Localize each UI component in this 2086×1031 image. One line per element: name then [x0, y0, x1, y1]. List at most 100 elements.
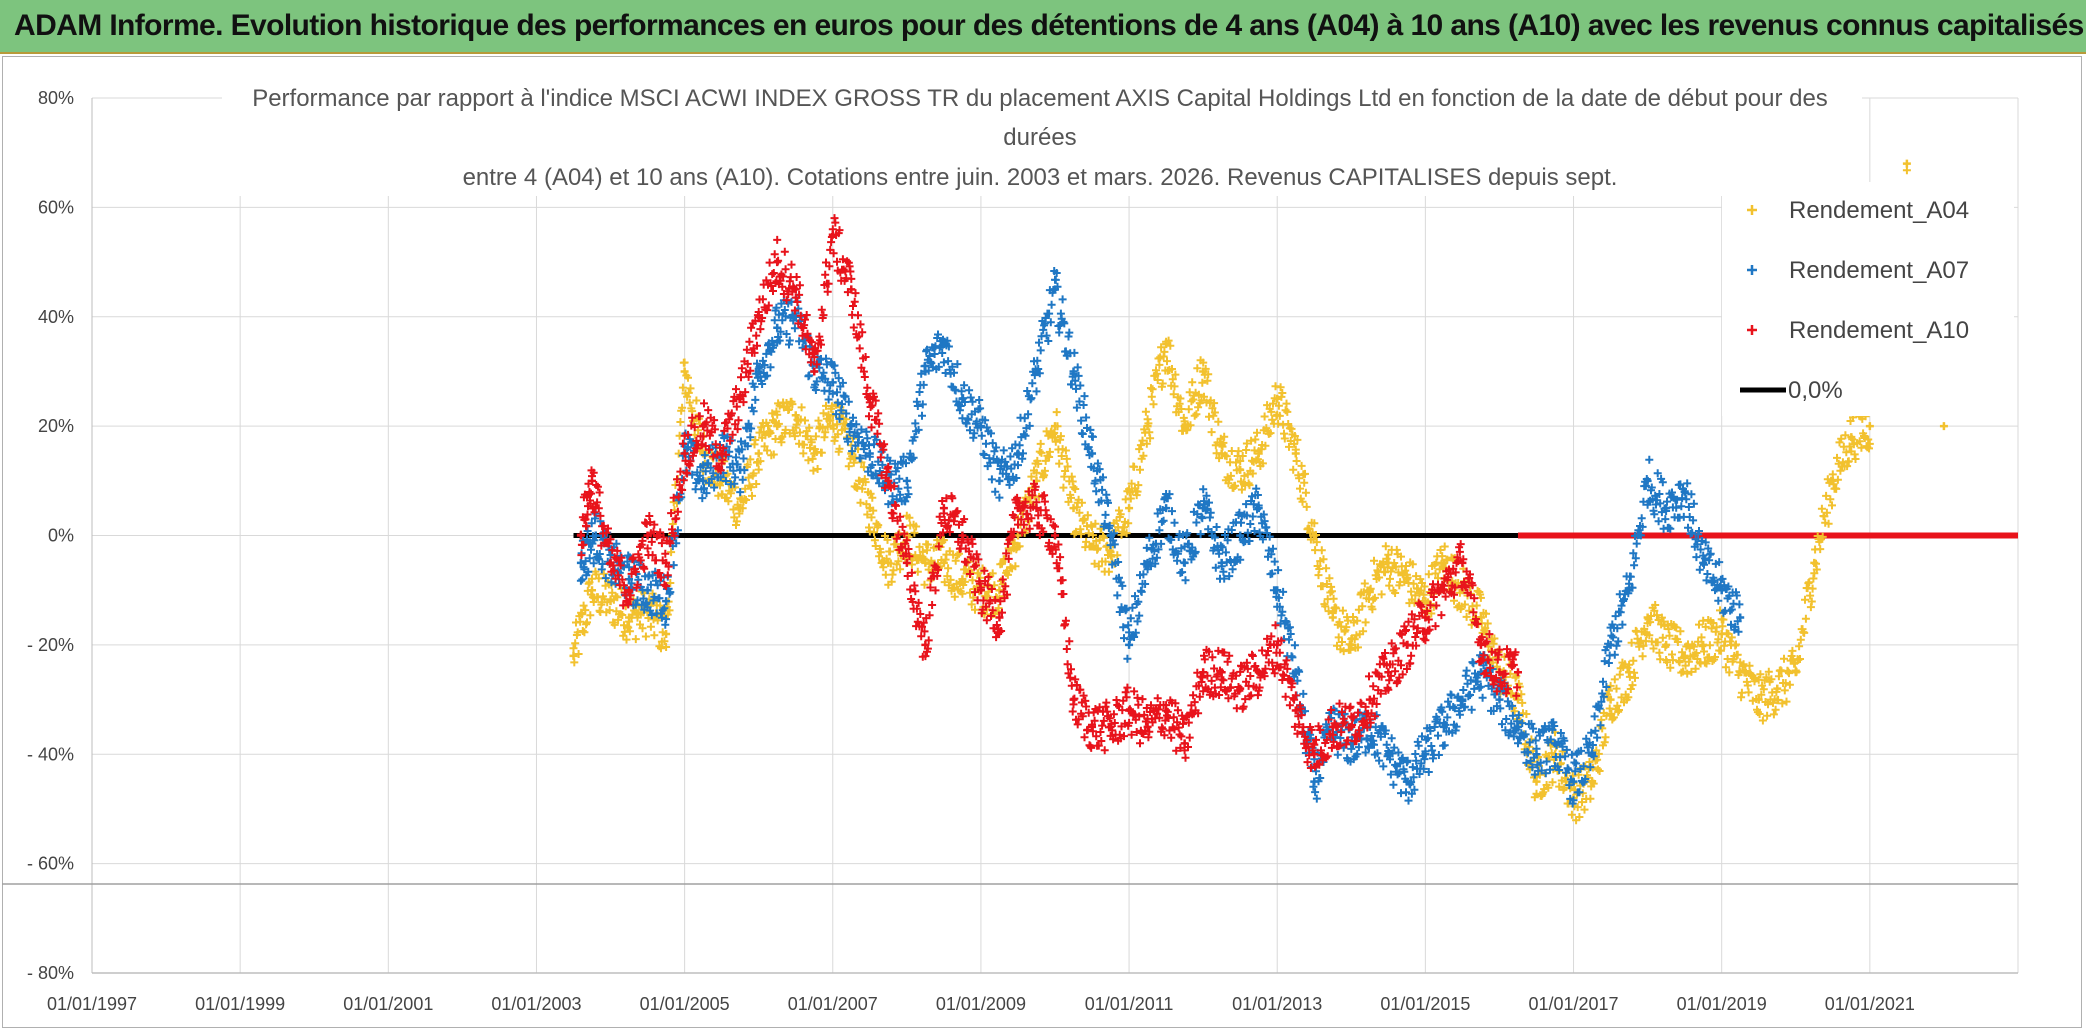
data-point-A04	[1588, 777, 1597, 786]
data-point-A10	[995, 613, 1004, 622]
data-point-A04	[1791, 668, 1800, 677]
data-point-A10	[939, 504, 948, 513]
data-point-A10	[773, 258, 782, 267]
data-point-A10	[1402, 640, 1411, 649]
y-tick-label: - 40%	[27, 744, 74, 764]
data-point-A04	[1088, 542, 1097, 551]
data-point-A10	[1513, 668, 1522, 677]
data-point-A10	[1439, 586, 1448, 595]
data-point-A07	[902, 476, 911, 485]
data-point-A07	[1551, 739, 1560, 748]
data-point-A10	[1125, 706, 1134, 715]
data-point-A04	[569, 651, 578, 660]
data-point-A04	[773, 422, 782, 431]
data-point-A10	[736, 394, 745, 403]
data-points	[569, 159, 1948, 825]
data-point-A04	[1847, 433, 1856, 442]
data-point-A04	[1125, 504, 1134, 513]
data-point-A10	[884, 476, 893, 485]
data-point-A07	[1273, 586, 1282, 595]
legend-label: Rendement_A07	[1789, 257, 1969, 284]
data-point-A07	[1254, 504, 1263, 513]
report-banner: ADAM Informe. Evolution historique des p…	[0, 0, 2086, 54]
legend-label: 0,0%	[1788, 377, 1843, 404]
data-point-A10	[662, 558, 671, 567]
x-tick-label: 01/01/2021	[1825, 994, 1915, 1014]
data-point-A04	[1662, 640, 1671, 649]
data-point-A07	[865, 449, 874, 458]
data-point-A04	[1328, 613, 1337, 622]
data-point-A07	[828, 378, 837, 387]
data-point-A04	[662, 629, 671, 638]
data-point-A07	[995, 476, 1004, 485]
data-point-A07	[958, 394, 967, 403]
x-tick-label: 01/01/2003	[491, 994, 581, 1014]
data-point-A04	[1384, 558, 1393, 567]
data-point-A10	[717, 449, 726, 458]
y-tick-label: 20%	[38, 416, 74, 436]
data-point-A10	[976, 586, 985, 595]
data-point-A07	[699, 476, 708, 485]
legend-background	[1722, 182, 2014, 416]
data-point-A07	[976, 422, 985, 431]
data-point-A10	[847, 285, 856, 294]
data-point-A07	[1310, 777, 1319, 786]
data-point-A10	[606, 558, 615, 567]
data-point-A04	[1310, 531, 1319, 540]
data-point-A04	[1069, 504, 1078, 513]
series-A07	[576, 267, 1745, 808]
data-point-A04	[1421, 597, 1430, 606]
data-point-A07	[625, 575, 634, 584]
data-point-A10	[754, 312, 763, 321]
legend-marker-A10	[1747, 325, 1757, 335]
data-point-A10	[643, 531, 652, 540]
data-point-A07	[1680, 487, 1689, 496]
data-point-A10	[699, 422, 708, 431]
data-point-A07	[1384, 750, 1393, 759]
data-point-A10	[1051, 531, 1059, 540]
data-point-A07	[1143, 558, 1152, 567]
x-tick-label: 01/01/2015	[1380, 994, 1470, 1014]
data-point-A04	[1402, 575, 1411, 584]
data-point-A10	[576, 531, 585, 540]
data-point-A07	[736, 465, 745, 474]
data-point-A04	[1180, 422, 1189, 431]
data-point-A07	[576, 558, 585, 567]
data-point-A07	[1088, 449, 1097, 458]
chart-title: Performance par rapport à l'indice MSCI …	[222, 78, 1862, 196]
data-point-A04	[699, 449, 708, 458]
data-point-A10	[625, 586, 634, 595]
data-point-A10	[958, 531, 967, 540]
data-point-A07	[1458, 695, 1467, 704]
x-tick-label: 01/01/2019	[1677, 994, 1767, 1014]
data-point-A07	[921, 367, 930, 376]
legend-marker-A04	[1747, 205, 1757, 215]
data-point-A04	[1606, 695, 1615, 704]
data-point-A04	[736, 504, 745, 513]
legend-label: Rendement_A10	[1789, 317, 1969, 344]
data-point-A07	[1606, 640, 1615, 649]
legend-label: Rendement_A04	[1789, 197, 1969, 224]
title-background	[222, 78, 1862, 196]
data-point-A04	[1532, 777, 1541, 786]
data-point-A04	[754, 449, 763, 458]
data-point-A07	[1162, 504, 1171, 513]
x-tick-label: 01/01/1999	[195, 994, 285, 1014]
data-point-A10	[1421, 613, 1430, 622]
data-point-A10	[1458, 558, 1467, 567]
x-tick-label: 01/01/2009	[936, 994, 1026, 1014]
data-point-A04	[1236, 465, 1245, 474]
data-point-A04	[1810, 558, 1819, 567]
data-point-A07	[1051, 285, 1059, 294]
data-point-A04	[1754, 695, 1763, 704]
data-point-A07	[1625, 586, 1634, 595]
data-point-A04	[1625, 668, 1634, 677]
data-point-A07	[1439, 722, 1448, 731]
data-point-A10	[588, 476, 597, 485]
data-point-A07	[773, 323, 782, 332]
data-point-A04	[1365, 586, 1374, 595]
data-point-A07	[1736, 613, 1745, 622]
data-point-A04	[1939, 422, 1948, 431]
data-point-A07	[847, 422, 856, 431]
